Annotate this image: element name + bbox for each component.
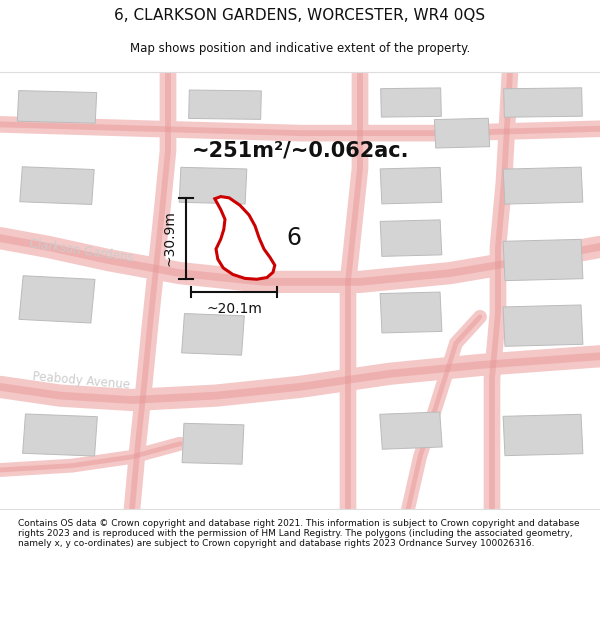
Text: 6: 6 xyxy=(287,226,302,250)
Bar xyxy=(380,88,442,117)
Bar xyxy=(182,423,244,464)
Bar xyxy=(380,168,442,204)
Bar xyxy=(503,305,583,346)
Bar xyxy=(19,276,95,323)
Text: ~251m²/~0.062ac.: ~251m²/~0.062ac. xyxy=(191,141,409,161)
Bar xyxy=(380,220,442,256)
Bar xyxy=(380,412,442,449)
Text: ~30.9m: ~30.9m xyxy=(162,211,176,266)
Bar xyxy=(503,167,583,204)
Polygon shape xyxy=(215,196,275,279)
Text: ~20.1m: ~20.1m xyxy=(206,302,262,316)
Text: Map shows position and indicative extent of the property.: Map shows position and indicative extent… xyxy=(130,42,470,56)
Bar xyxy=(182,314,244,355)
Bar xyxy=(179,168,247,204)
Text: Contains OS data © Crown copyright and database right 2021. This information is : Contains OS data © Crown copyright and d… xyxy=(18,519,580,548)
Text: Clarkson Gardens: Clarkson Gardens xyxy=(28,238,134,265)
Bar xyxy=(503,414,583,456)
Bar xyxy=(503,239,583,281)
Bar xyxy=(380,292,442,333)
Bar xyxy=(17,91,97,123)
Bar xyxy=(188,90,262,119)
Text: 6, CLARKSON GARDENS, WORCESTER, WR4 0QS: 6, CLARKSON GARDENS, WORCESTER, WR4 0QS xyxy=(115,8,485,23)
Text: Peabody Avenue: Peabody Avenue xyxy=(32,369,130,391)
Bar xyxy=(23,414,97,456)
Bar xyxy=(434,118,490,148)
Bar xyxy=(20,167,94,204)
Bar xyxy=(503,88,583,118)
